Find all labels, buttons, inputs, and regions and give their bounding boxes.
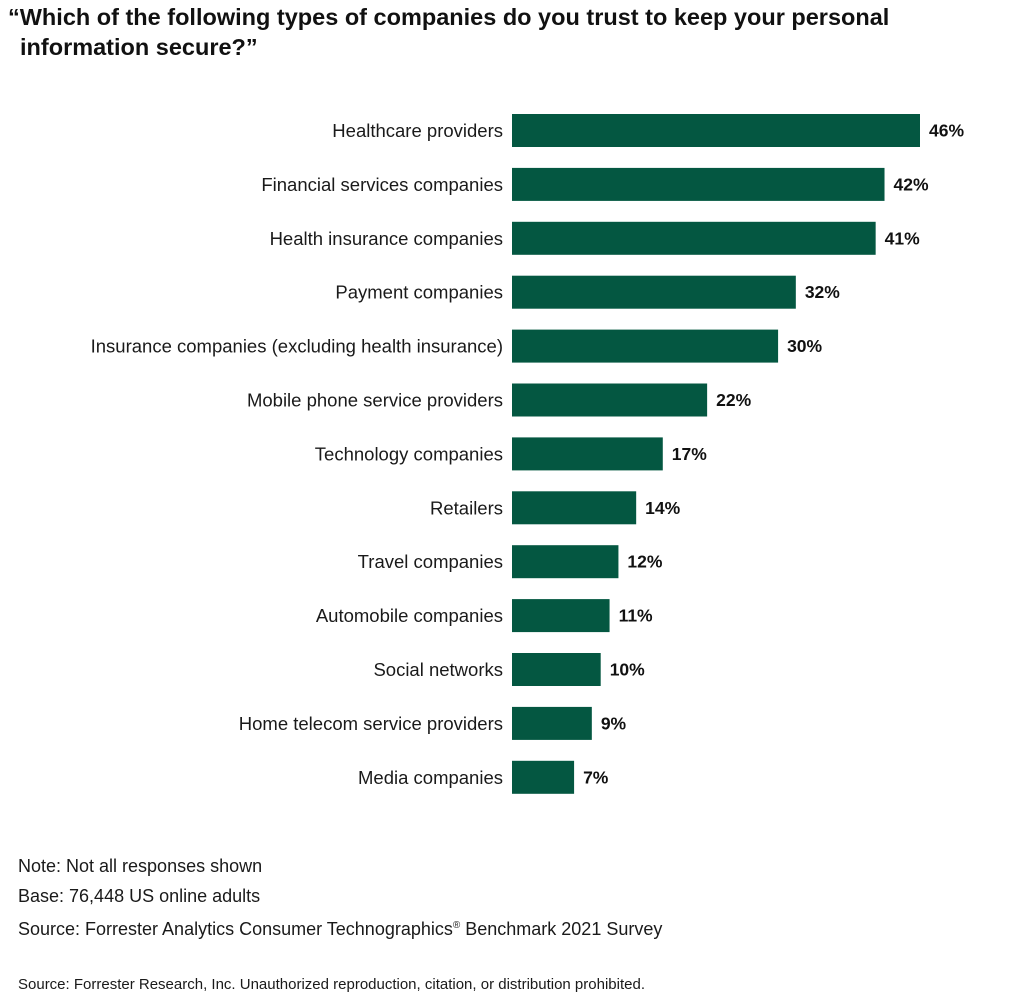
bar-row: Technology companies 17% [315,437,707,471]
survey-source-suffix: Benchmark 2021 Survey [460,919,663,939]
category-label: Technology companies [315,443,503,464]
bar [512,383,708,417]
survey-source-prefix: Source: Forrester Analytics Consumer Tec… [18,919,453,939]
bar [512,760,575,794]
title-line-1: “Which of the following types of compani… [8,4,890,30]
value-label: 22% [716,390,751,410]
category-label: Home telecom service providers [239,713,503,734]
base-text: Base: 76,448 US online adults [18,886,261,906]
category-label: Travel companies [358,551,503,572]
bar [512,167,885,201]
value-label: 46% [929,121,964,141]
value-label: 42% [894,174,929,194]
bar [512,114,920,147]
value-label: 9% [601,713,627,733]
bar [512,437,663,471]
category-label: Financial services companies [261,174,503,195]
title-line-2: information secure?” [20,34,258,60]
bar [512,706,592,740]
category-label: Insurance companies (excluding health in… [91,336,503,357]
bar [512,221,876,255]
bar-row: Automobile companies 11% [316,599,653,633]
category-label: Social networks [373,659,503,680]
bar-row: Travel companies 12% [358,545,663,579]
value-label: 11% [619,606,653,626]
category-label: Healthcare providers [332,120,503,141]
category-label: Payment companies [335,282,503,303]
chart-title: “Which of the following types of compani… [8,2,968,62]
chart-notes: Note: Not all responses shown Base: 76,4… [18,851,662,944]
bar [512,599,610,633]
value-label: 14% [645,498,680,518]
bar-row: Health insurance companies 41% [270,221,920,255]
value-label: 32% [805,282,840,302]
survey-source-text: Source: Forrester Analytics Consumer Tec… [18,911,662,944]
value-label: 12% [627,552,662,572]
bar-row: Mobile phone service providers 22% [247,383,752,417]
note-text: Note: Not all responses shown [18,856,263,876]
category-label: Media companies [358,767,503,788]
bar-row: Financial services companies 42% [261,167,929,201]
bar-row: Healthcare providers 46% [332,114,964,147]
value-label: 7% [583,767,609,787]
bar-row: Social networks 10% [373,653,645,686]
bar-row: Media companies 7% [358,760,609,794]
value-label: 41% [885,228,920,248]
bar [512,329,779,363]
bar [512,275,796,309]
category-label: Automobile companies [316,605,503,626]
bar-row: Insurance companies (excluding health in… [91,329,823,363]
bar-row: Retailers 14% [430,491,681,525]
value-label: 30% [787,336,822,356]
value-label: 10% [610,660,645,680]
copyright-footer: Source: Forrester Research, Inc. Unautho… [18,976,645,993]
category-label: Mobile phone service providers [247,390,503,411]
registered-mark: ® [452,920,461,931]
category-label: Health insurance companies [270,228,503,249]
bar [512,653,601,686]
category-label: Retailers [430,497,503,518]
bar-row: Home telecom service providers 9% [239,706,627,740]
bar [512,491,637,525]
bar-row: Payment companies 32% [335,275,840,309]
value-label: 17% [672,444,707,464]
bar-chart: Healthcare providers 46% Financial service… [91,114,964,794]
bar [512,545,619,579]
